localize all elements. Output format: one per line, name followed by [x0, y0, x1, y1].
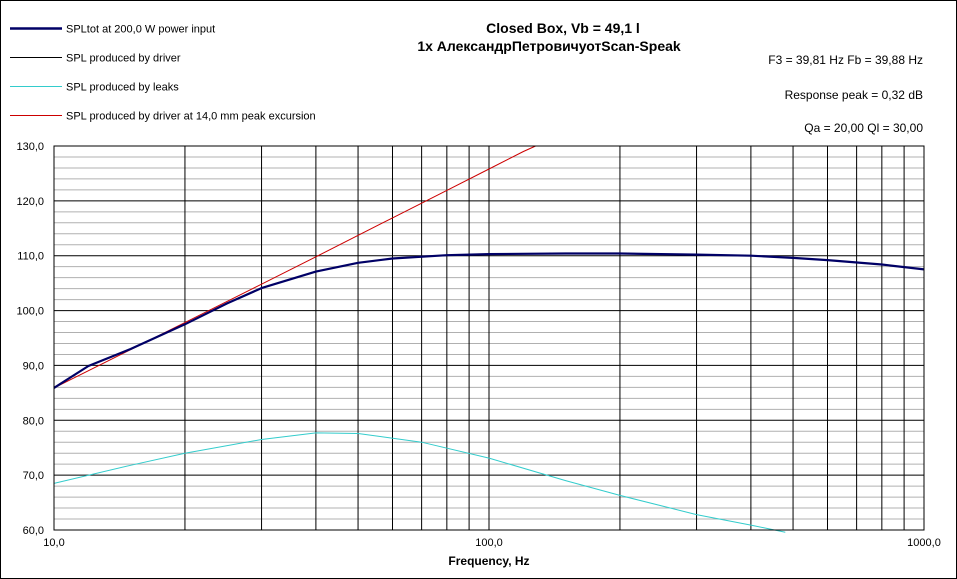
y-tick-label: 100,0: [16, 306, 44, 318]
y-tick-label: 80,0: [23, 415, 44, 427]
major-gridlines: [54, 146, 924, 530]
series-line-2: [53, 432, 786, 533]
chart-title: Closed Box, Vb = 49,1 l: [486, 20, 640, 36]
response-peak-annotation: Response peak = 0,32 dB: [785, 88, 923, 102]
series-line-0: [53, 252, 925, 389]
x-tick-label: 100,0: [475, 537, 503, 549]
legend: SPLtot at 200,0 W power input SPL produce…: [10, 24, 316, 123]
qa-ql-annotation: Qa = 20,00 Ql = 30,00: [804, 121, 923, 135]
legend-label: SPL produced by leaks: [66, 82, 179, 94]
y-tick-label: 60,0: [23, 525, 44, 537]
f3-fb-annotation: F3 = 39,81 Hz Fb = 39,88 Hz: [768, 53, 923, 67]
y-tick-labels: 60,0 70,0 80,0 90,0 100,0 110,0 120,0 130,0: [16, 141, 44, 537]
series-line-3: [53, 145, 536, 389]
x-tick-label: 10,0: [43, 537, 64, 549]
x-axis-label: Frequency, Hz: [448, 554, 529, 568]
series-lines: [53, 145, 925, 533]
legend-label: SPL produced by driver at 14,0 mm peak e…: [66, 111, 316, 123]
plot-border: [53, 145, 925, 531]
legend-label: SPLtot at 200,0 W power input: [66, 24, 215, 36]
y-tick-label: 120,0: [16, 196, 44, 208]
y-tick-label: 70,0: [23, 470, 44, 482]
chart-subtitle: 1x АлександрПетровичуотScan-Speak: [417, 38, 681, 54]
y-tick-label: 110,0: [17, 251, 44, 263]
x-tick-labels: 10,0 100,0 1000,0: [43, 537, 941, 549]
y-tick-label: 90,0: [23, 360, 44, 372]
y-tick-label: 130,0: [16, 141, 44, 153]
legend-label: SPL produced by driver: [66, 53, 181, 65]
x-tick-label: 1000,0: [907, 537, 941, 549]
